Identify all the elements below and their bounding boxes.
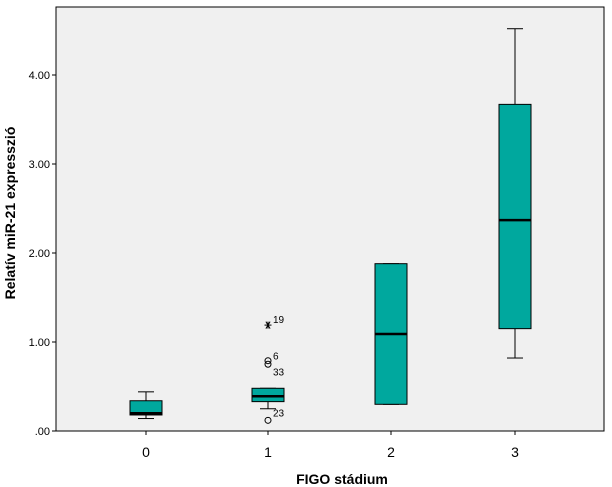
- outlier: 19: [264, 315, 285, 329]
- box-iqr: [251, 387, 285, 403]
- box-2: [374, 263, 408, 405]
- box-1: [251, 387, 285, 410]
- y-tick-label: 4.00: [29, 70, 50, 82]
- y-tick-label: 3.00: [29, 159, 50, 171]
- y-tick-label: .00: [35, 426, 50, 438]
- y-tick-label: 1.00: [29, 337, 50, 349]
- box-0: [129, 391, 163, 420]
- x-tick-label: 3: [511, 444, 519, 460]
- outlier: 6: [264, 352, 279, 365]
- outlier: 23: [273, 409, 285, 420]
- outlier-circle: [264, 360, 272, 368]
- outlier-label: 19: [273, 315, 285, 326]
- y-tick-label: 2.00: [29, 248, 50, 260]
- y-axis-title: Relatív miR-21 expresszió: [2, 127, 18, 300]
- outliers-group: 19 6 33 23: [264, 315, 285, 424]
- outlier-circle: [264, 357, 272, 365]
- outlier-label: 23: [273, 409, 285, 420]
- outlier: [264, 416, 272, 424]
- x-tick-label: 0: [142, 444, 150, 460]
- outlier-circle: [264, 416, 272, 424]
- box-iqr: [498, 103, 532, 330]
- box-iqr: [129, 400, 163, 416]
- outlier-label: 33: [273, 367, 285, 378]
- y-axis: .00 1.00 2.00 3.00 4.00: [29, 70, 56, 438]
- x-axis: 0 1 2 3: [142, 431, 519, 460]
- outlier-label: 6: [273, 352, 279, 363]
- x-tick-label: 1: [264, 444, 272, 460]
- box-3: [498, 28, 532, 359]
- x-axis-title: FIGO stádium: [296, 471, 388, 487]
- boxes-group: [129, 28, 532, 420]
- x-tick-label: 2: [387, 444, 395, 460]
- outlier: 33: [264, 360, 285, 378]
